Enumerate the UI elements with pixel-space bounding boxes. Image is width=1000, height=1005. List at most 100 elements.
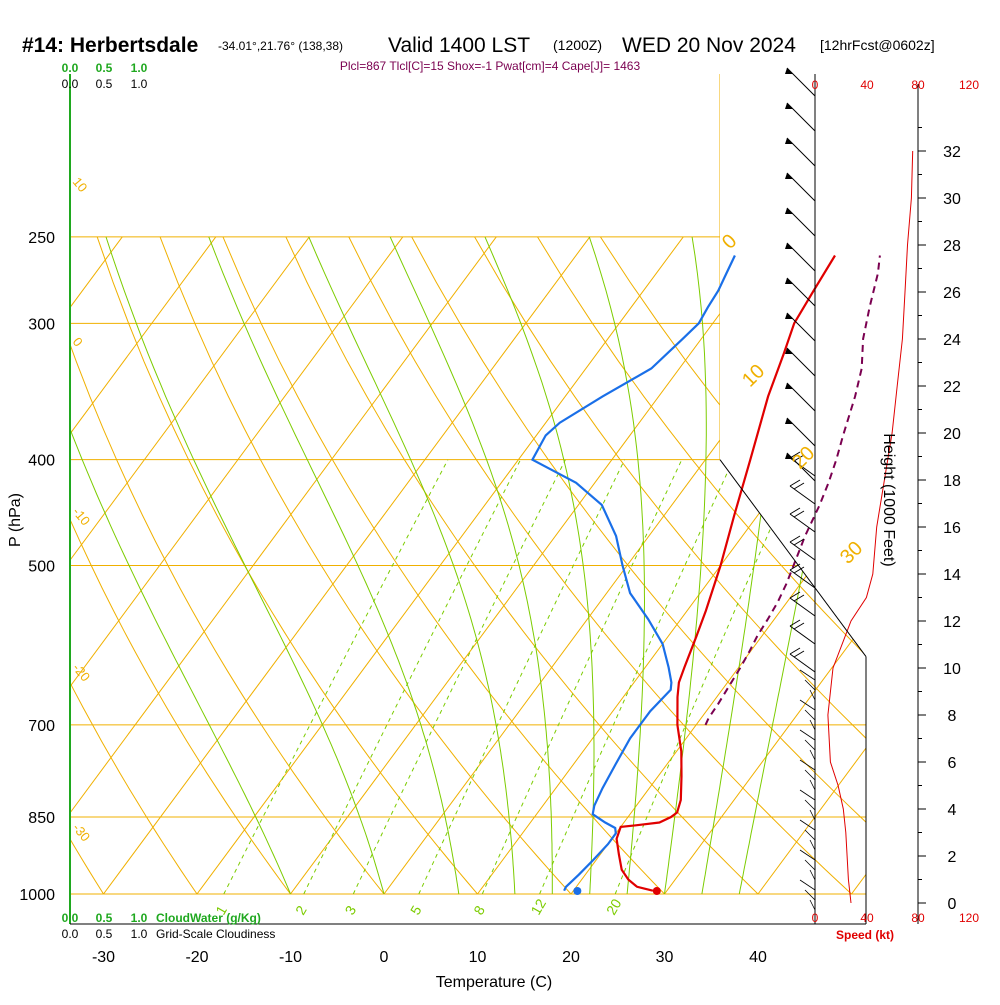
mixing-ratio-line — [540, 460, 734, 894]
mixing-ratio-line — [304, 460, 521, 894]
height-tick-label: 28 — [943, 238, 961, 255]
temperature-tick-label: 30 — [656, 949, 674, 966]
parcel-parameters: Plcl=867 Tlcl[C]=15 Shox=-1 Pwat[cm]=4 C… — [340, 59, 641, 73]
temperature-tick-label: -20 — [185, 949, 208, 966]
wind-barb — [800, 880, 815, 890]
wind-barb-flag — [785, 243, 793, 249]
wind-barb — [805, 710, 815, 720]
pressure-tick-label: 700 — [28, 718, 55, 735]
wind-barb-flag — [785, 313, 793, 319]
mixing-ratio-line — [482, 460, 682, 894]
height-tick-label: 22 — [943, 379, 961, 396]
speed-tick-bottom: 120 — [959, 911, 979, 925]
profile-layer — [532, 151, 912, 903]
wind-barb — [790, 626, 815, 644]
wind-barb — [800, 730, 815, 740]
wind-barb — [787, 243, 815, 271]
temperature-tick-label: 40 — [749, 949, 767, 966]
wind-barb-flag — [785, 418, 793, 424]
mixing-ratio-label: 20 — [603, 896, 625, 918]
height-tick-label: 24 — [943, 332, 961, 349]
wind-barb — [810, 900, 815, 910]
speed-tick-bottom: 40 — [860, 911, 874, 925]
cloudiness-label: Grid-Scale Cloudiness — [156, 927, 275, 941]
cloudiness-tick-top: 0.0 — [62, 77, 79, 91]
wind-barb-feather — [794, 511, 804, 517]
height-tick-label: 16 — [943, 520, 961, 537]
cloudwater-tick-bottom: 0.5 — [96, 911, 113, 925]
speed-tick-top: 40 — [860, 78, 874, 92]
wind-barb — [800, 790, 815, 800]
wind-barb — [810, 750, 815, 760]
wind-barb — [787, 138, 815, 166]
height-tick-label: 20 — [943, 426, 961, 443]
wind-barb — [810, 780, 815, 790]
station-coords: -34.01°,21.76° (138,38) — [218, 39, 343, 53]
surface-temperature-dot — [653, 887, 661, 895]
speed-tick-top: 0 — [812, 78, 819, 92]
dry-adiabat-label: 0 — [718, 230, 741, 253]
height-tick-label: 12 — [943, 614, 961, 631]
valid-date: WED 20 Nov 2024 — [622, 34, 796, 57]
pressure-tick-label: 400 — [28, 453, 55, 470]
mixing-ratio-label: 8 — [470, 903, 488, 918]
height-tick-label: 0 — [948, 896, 957, 913]
dry-adiabat-label: 30 — [836, 537, 867, 568]
mixing-ratio-label: 5 — [407, 903, 425, 918]
temperature-tick-label: 0 — [380, 949, 389, 966]
valid-time: Valid 1400 LST — [388, 34, 530, 57]
pressure-tick-label: 300 — [28, 316, 55, 333]
height-tick-label: 10 — [943, 661, 961, 678]
wind-barb — [790, 654, 815, 672]
cloudiness-tick-top: 0.5 — [96, 77, 113, 91]
wind-barb — [805, 830, 815, 840]
cloudwater-tick-top: 0.0 — [62, 61, 79, 75]
isotherm-side-label: -20 — [70, 660, 94, 684]
isotherm-side-label: -30 — [70, 820, 94, 844]
wind-barb-feather — [790, 536, 800, 542]
height-tick-label: 8 — [948, 708, 957, 725]
y-axis-label: P (hPa) — [7, 493, 24, 547]
temperature-tick-label: -10 — [279, 949, 302, 966]
height-tick-label: 18 — [943, 473, 961, 490]
wind-barb-feather — [794, 651, 804, 657]
temperature-tick-label: -30 — [92, 949, 115, 966]
cloudwater-tick-top: 0.5 — [96, 61, 113, 75]
height-tick-label: 32 — [943, 144, 961, 161]
mixing-ratio-label: 3 — [341, 903, 359, 918]
cloudiness-tick-top: 1.0 — [131, 77, 148, 91]
cloudiness-tick-bottom: 0.0 — [62, 927, 79, 941]
wind-barb-flag — [785, 383, 793, 389]
height-tick-label: 26 — [943, 285, 961, 302]
cloudiness-tick-bottom: 1.0 — [131, 927, 148, 941]
surface-dewpoint-dot — [573, 887, 581, 895]
forecast-info: [12hrFcst@0602z] — [820, 37, 935, 53]
wind-barb — [800, 820, 815, 830]
cloudwater-tick-top: 1.0 — [131, 61, 148, 75]
dry-adiabat-label: 10 — [738, 360, 769, 391]
pressure-tick-label: 250 — [28, 230, 55, 247]
wind-barb — [787, 103, 815, 131]
pressure-tick-label: 500 — [28, 558, 55, 575]
isotherm-side-label: 0 — [70, 334, 86, 349]
wind-barb — [810, 810, 815, 820]
speed-tick-bottom: 0 — [812, 911, 819, 925]
wind-barb — [805, 860, 815, 870]
wind-barb-column — [785, 68, 815, 910]
wind-barb — [787, 173, 815, 201]
isotherm-line — [0, 237, 29, 894]
speed-tick-top: 120 — [959, 78, 979, 92]
wind-barb — [810, 840, 815, 850]
height-tick-label: 6 — [948, 755, 957, 772]
height-tick-label: 4 — [948, 802, 957, 819]
wind-barb-flag — [785, 208, 793, 214]
wind-barb — [805, 800, 815, 810]
wind-barb — [805, 740, 815, 750]
mixing-ratio-label: 2 — [292, 903, 310, 918]
mixing-ratio-line — [353, 460, 565, 894]
cloudiness-tick-bottom: 0.5 — [96, 927, 113, 941]
wind-barb-feather — [790, 648, 800, 654]
